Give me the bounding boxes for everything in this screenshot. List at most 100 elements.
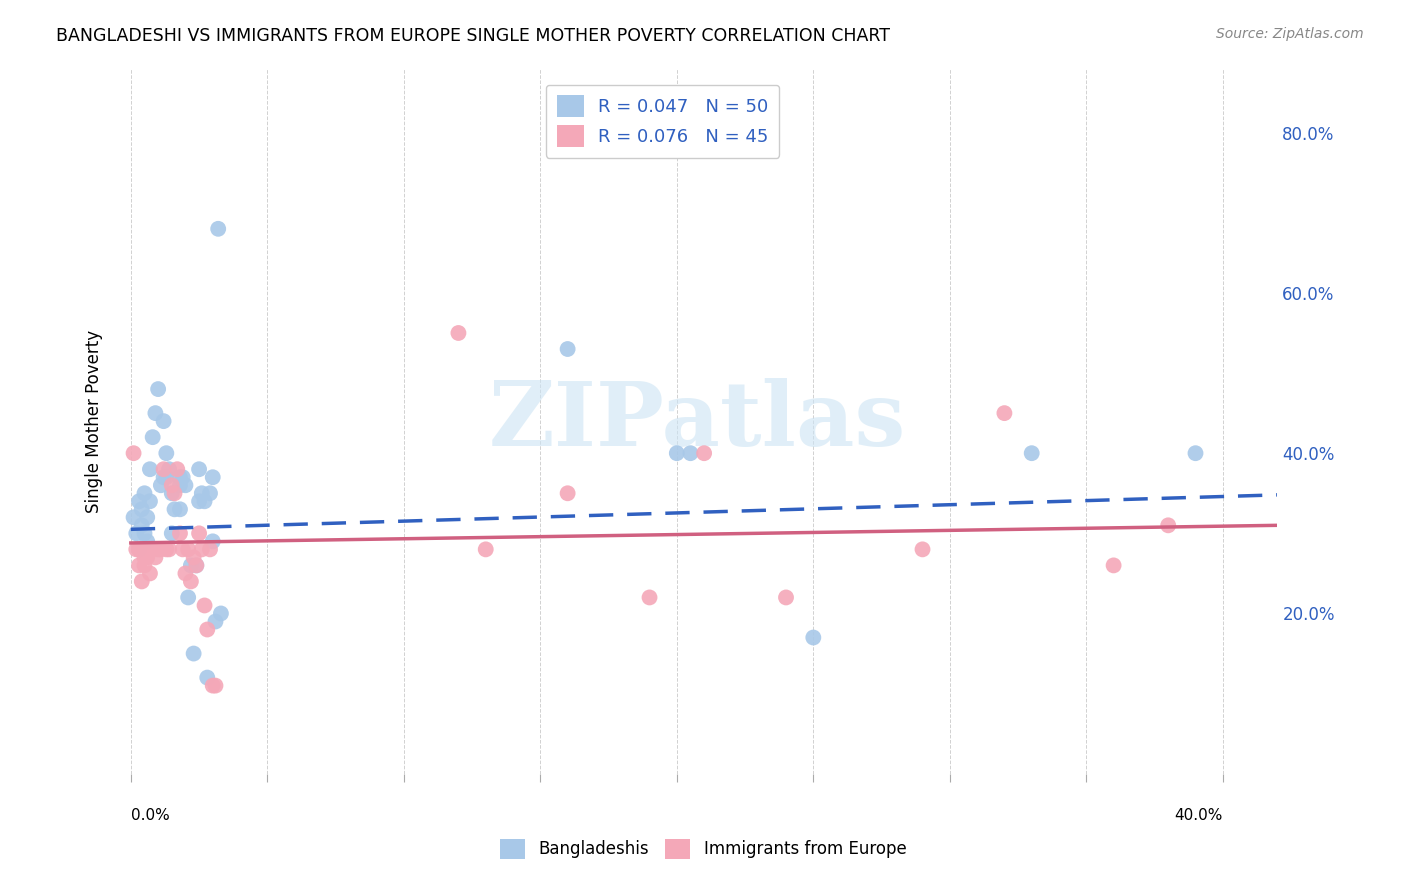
Point xyxy=(122,510,145,524)
Point xyxy=(201,534,224,549)
Point xyxy=(775,591,797,605)
Point xyxy=(172,470,194,484)
Point xyxy=(139,494,162,508)
Point xyxy=(134,550,156,565)
Point xyxy=(186,558,208,573)
Point xyxy=(204,615,226,629)
Legend: Bangladeshis, Immigrants from Europe: Bangladeshis, Immigrants from Europe xyxy=(494,832,912,866)
Point xyxy=(160,486,183,500)
Point xyxy=(145,406,167,420)
Point xyxy=(139,542,162,557)
Point xyxy=(183,550,205,565)
Point xyxy=(169,502,191,516)
Point xyxy=(146,542,169,557)
Point xyxy=(157,542,180,557)
Point xyxy=(204,679,226,693)
Point xyxy=(186,558,208,573)
Point xyxy=(152,414,174,428)
Point xyxy=(191,542,214,557)
Point xyxy=(155,470,177,484)
Point xyxy=(125,526,148,541)
Point xyxy=(149,478,172,492)
Point xyxy=(134,486,156,500)
Point xyxy=(679,446,702,460)
Point xyxy=(193,494,215,508)
Point xyxy=(801,631,824,645)
Point xyxy=(160,478,183,492)
Point xyxy=(1184,446,1206,460)
Text: Source: ZipAtlas.com: Source: ZipAtlas.com xyxy=(1216,27,1364,41)
Point xyxy=(638,591,661,605)
Point xyxy=(993,406,1015,420)
Point xyxy=(155,446,177,460)
Point xyxy=(155,542,177,557)
Point xyxy=(174,478,197,492)
Point xyxy=(557,342,579,356)
Point xyxy=(152,462,174,476)
Point xyxy=(131,542,153,557)
Point xyxy=(139,462,162,476)
Point xyxy=(134,558,156,573)
Point xyxy=(1102,558,1125,573)
Point xyxy=(169,470,191,484)
Text: 40.0%: 40.0% xyxy=(1174,808,1223,823)
Point xyxy=(193,599,215,613)
Y-axis label: Single Mother Poverty: Single Mother Poverty xyxy=(86,329,103,513)
Point xyxy=(1021,446,1043,460)
Point xyxy=(163,486,186,500)
Point xyxy=(128,558,150,573)
Point xyxy=(174,566,197,581)
Point xyxy=(169,526,191,541)
Point xyxy=(131,518,153,533)
Point xyxy=(172,542,194,557)
Text: 0.0%: 0.0% xyxy=(131,808,170,823)
Point xyxy=(191,486,214,500)
Point xyxy=(177,542,200,557)
Legend: R = 0.047   N = 50, R = 0.076   N = 45: R = 0.047 N = 50, R = 0.076 N = 45 xyxy=(546,85,779,158)
Point xyxy=(198,542,221,557)
Point xyxy=(122,446,145,460)
Point xyxy=(125,542,148,557)
Point xyxy=(557,486,579,500)
Point xyxy=(195,623,218,637)
Point xyxy=(163,502,186,516)
Point xyxy=(128,494,150,508)
Point xyxy=(209,607,232,621)
Point xyxy=(207,222,229,236)
Point xyxy=(180,574,202,589)
Point xyxy=(146,382,169,396)
Point xyxy=(128,542,150,557)
Point xyxy=(139,566,162,581)
Point xyxy=(152,470,174,484)
Point xyxy=(149,542,172,557)
Point xyxy=(447,326,470,340)
Point xyxy=(157,462,180,476)
Point xyxy=(145,550,167,565)
Point xyxy=(201,470,224,484)
Point xyxy=(693,446,716,460)
Point xyxy=(195,671,218,685)
Point xyxy=(136,534,159,549)
Text: BANGLADESHI VS IMMIGRANTS FROM EUROPE SINGLE MOTHER POVERTY CORRELATION CHART: BANGLADESHI VS IMMIGRANTS FROM EUROPE SI… xyxy=(56,27,890,45)
Point xyxy=(201,679,224,693)
Point xyxy=(665,446,688,460)
Point xyxy=(128,542,150,557)
Point xyxy=(1157,518,1180,533)
Point xyxy=(169,478,191,492)
Point xyxy=(142,542,165,557)
Point xyxy=(198,486,221,500)
Point xyxy=(188,494,211,508)
Point xyxy=(136,510,159,524)
Point xyxy=(142,430,165,444)
Point xyxy=(131,502,153,516)
Point xyxy=(166,462,188,476)
Text: ZIPatlas: ZIPatlas xyxy=(489,377,905,465)
Point xyxy=(474,542,496,557)
Point xyxy=(183,647,205,661)
Point xyxy=(134,526,156,541)
Point xyxy=(188,526,211,541)
Point xyxy=(136,550,159,565)
Point xyxy=(177,591,200,605)
Point xyxy=(131,574,153,589)
Point xyxy=(160,526,183,541)
